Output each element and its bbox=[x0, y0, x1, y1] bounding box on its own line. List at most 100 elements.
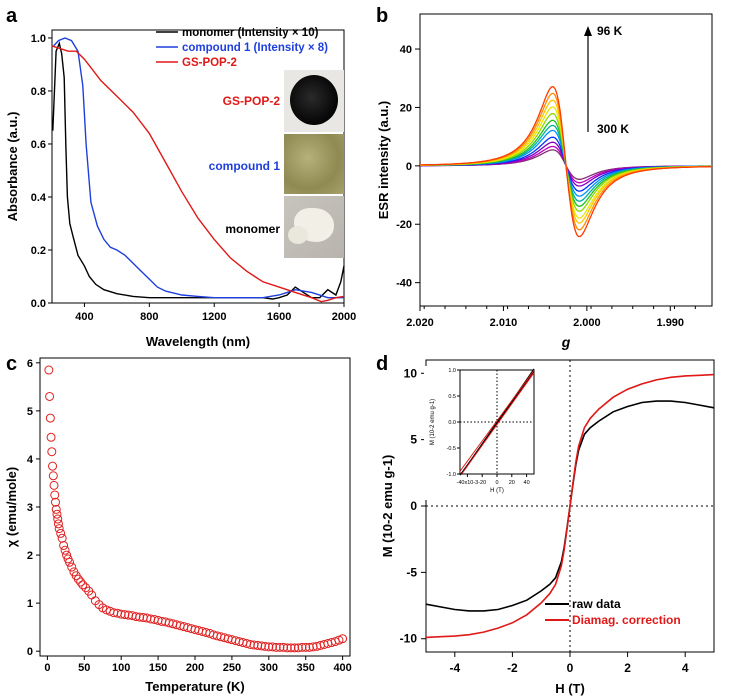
series-line bbox=[52, 40, 345, 300]
data-point bbox=[65, 557, 75, 567]
monomer-photo bbox=[284, 196, 344, 258]
data-point bbox=[52, 509, 62, 519]
legend-label: raw data bbox=[572, 597, 621, 611]
data-point bbox=[45, 413, 55, 423]
photo-label: compound 1 bbox=[209, 159, 281, 173]
panel-letter-b: b bbox=[376, 5, 388, 27]
inset-y-tick-label: 0.5 bbox=[448, 394, 456, 400]
y-tick-label: 1 bbox=[27, 598, 33, 610]
x-tick-label: -2 bbox=[507, 661, 518, 675]
y-tick-label: 0 bbox=[410, 499, 417, 513]
x-tick-label: 1.990 bbox=[657, 317, 685, 329]
y-axis-label: χ (emu/mole) bbox=[4, 467, 19, 547]
inset-x-tick-label: -40x10-3 bbox=[457, 480, 479, 486]
data-point bbox=[275, 642, 285, 652]
inset-y-axis-label: M (10-2 emu g-1) bbox=[430, 399, 436, 445]
data-point bbox=[256, 641, 266, 651]
data-point bbox=[290, 643, 300, 653]
axes-frame bbox=[419, 13, 713, 307]
data-point bbox=[78, 580, 88, 590]
inset-x-tick-label: 0 bbox=[495, 480, 498, 486]
data-point bbox=[135, 612, 145, 622]
data-point bbox=[260, 641, 270, 651]
data-point bbox=[48, 461, 58, 471]
y-tick-label: 0 bbox=[27, 646, 33, 658]
x-tick-label: -4 bbox=[449, 661, 460, 675]
y-tick-label: 0.8 bbox=[31, 86, 46, 98]
x-tick-label: 250 bbox=[223, 662, 241, 674]
data-point bbox=[51, 504, 61, 514]
data-point bbox=[301, 642, 311, 652]
x-tick-label: 2.010 bbox=[490, 317, 518, 329]
x-axis-label: g bbox=[561, 334, 571, 350]
esr-spectrum-line bbox=[420, 86, 712, 238]
x-tick-label: 1200 bbox=[202, 311, 226, 323]
y-tick-label: 0.4 bbox=[31, 192, 47, 204]
inset-x-tick-label: -20 bbox=[478, 480, 486, 486]
x-tick-label: 350 bbox=[297, 662, 315, 674]
data-point bbox=[286, 643, 296, 653]
x-tick-label: 50 bbox=[78, 662, 90, 674]
data-point bbox=[53, 519, 63, 529]
y-tick-label: 0.0 bbox=[31, 298, 46, 310]
data-point bbox=[81, 583, 91, 593]
x-tick-label: 800 bbox=[140, 311, 158, 323]
data-point bbox=[120, 610, 130, 620]
data-point bbox=[50, 490, 60, 500]
inset-y-tick-label: -0.5 bbox=[447, 446, 456, 452]
inset-series-line bbox=[459, 370, 535, 474]
data-point bbox=[54, 524, 64, 534]
x-tick-label: 2.000 bbox=[573, 317, 601, 329]
x-axis-label: Wavelength (nm) bbox=[146, 334, 250, 349]
panel-letter-d: d bbox=[376, 353, 388, 375]
y-tick-label: 0.6 bbox=[31, 139, 46, 151]
data-point bbox=[131, 612, 141, 622]
x-tick-label: 400 bbox=[333, 662, 351, 674]
y-tick-label: 1.0 bbox=[31, 33, 46, 45]
x-tick-label: 400 bbox=[75, 311, 93, 323]
y-tick-label: 10 bbox=[404, 366, 418, 380]
gs-pop-2-photo bbox=[284, 70, 344, 132]
y-axis-label: Absorbance (a.u.) bbox=[5, 112, 20, 222]
annotation-96k: 96 K bbox=[597, 24, 623, 38]
panel-c-chart: 0 50 100 150 200 250 300 350 400 0 1 2 3 4 5 6 Temperatu… bbox=[4, 357, 352, 694]
data-point bbox=[279, 642, 289, 652]
y-tick-label: 4 bbox=[27, 454, 34, 466]
axes-frame bbox=[51, 29, 345, 304]
photo-label: monomer bbox=[225, 222, 280, 236]
y-tick-label: 20 bbox=[400, 102, 412, 114]
data-point bbox=[245, 639, 255, 649]
x-tick-label: 300 bbox=[260, 662, 278, 674]
data-point bbox=[297, 642, 307, 652]
panel-b-chart: 2.020 2.010 2.000 1.990 -40 -20 0 20 40 g ESR inte… bbox=[376, 13, 713, 350]
inset-y-tick-label: -1.0 bbox=[447, 472, 456, 478]
data-point bbox=[57, 533, 67, 543]
data-point bbox=[45, 391, 55, 401]
y-tick-label: -5 bbox=[406, 565, 417, 579]
x-tick-label: 100 bbox=[112, 662, 130, 674]
data-point bbox=[47, 447, 57, 457]
annotation-300k: 300 K bbox=[597, 122, 629, 136]
y-tick-label: 3 bbox=[27, 502, 33, 514]
x-tick-label: 2 bbox=[624, 661, 631, 675]
inset-y-tick-label: 1.0 bbox=[448, 368, 456, 374]
data-point bbox=[282, 643, 292, 653]
y-tick-label: 2 bbox=[27, 550, 33, 562]
inset-x-tick-label: 40 bbox=[524, 480, 530, 486]
data-point bbox=[73, 574, 83, 584]
data-point bbox=[268, 642, 277, 652]
legend-label: monomer (Intensity × 10) bbox=[182, 27, 319, 39]
y-tick-label: 40 bbox=[400, 44, 412, 56]
data-point bbox=[59, 540, 69, 550]
inset-y-tick-label: 0.0 bbox=[448, 420, 456, 426]
x-tick-label: 1600 bbox=[267, 311, 291, 323]
data-point bbox=[304, 642, 314, 652]
data-point bbox=[264, 642, 274, 652]
legend-label: GS-POP-2 bbox=[182, 57, 237, 69]
data-point bbox=[338, 634, 348, 644]
series-line bbox=[53, 37, 344, 299]
x-tick-label: 0 bbox=[567, 661, 574, 675]
panel-letter-c: c bbox=[6, 353, 17, 375]
data-point bbox=[53, 514, 63, 524]
